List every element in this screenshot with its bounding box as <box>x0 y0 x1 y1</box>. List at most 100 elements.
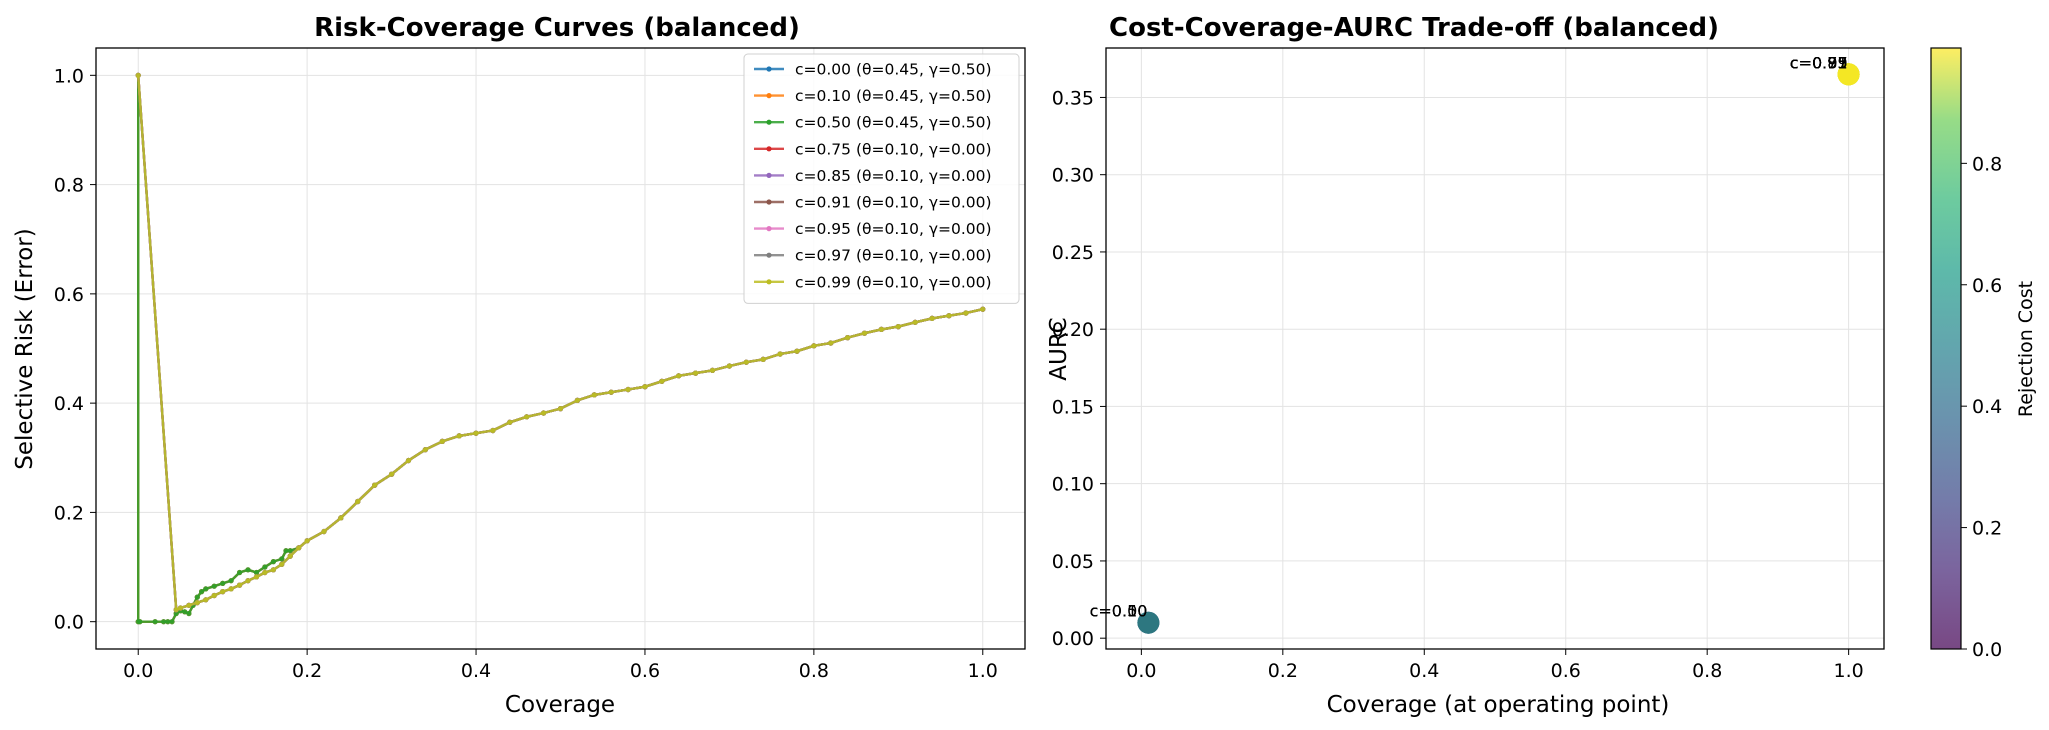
colorbar-tick-label: 0.2 <box>1972 518 2002 540</box>
series-marker <box>228 578 234 584</box>
series-marker <box>220 580 226 587</box>
series-marker <box>177 605 184 611</box>
series-marker <box>194 594 200 600</box>
series-marker <box>296 545 302 551</box>
colorbar-gradient <box>1930 47 1962 650</box>
series-marker <box>743 359 749 365</box>
legend-entry: c=0.85 (θ=0.10, γ=0.00) <box>795 167 992 185</box>
series-marker <box>152 619 158 625</box>
legend-marker <box>766 252 772 258</box>
legend-marker <box>766 279 772 285</box>
series-marker <box>794 348 800 354</box>
left-axes-frame <box>95 47 1026 650</box>
series-marker <box>203 586 209 592</box>
series-marker <box>182 609 188 615</box>
series-marker <box>473 430 479 436</box>
right-x-tick-label: 0.6 <box>1551 660 1581 682</box>
left-x-tick-label: 0.6 <box>630 660 660 682</box>
left-x-tick-label: 0.4 <box>461 660 491 682</box>
right-ticks: 0.0 0.2 0.4 0.6 0.8 1.0 0.00 0.05 0.10 0.15 0.20 0.… <box>1052 87 1864 682</box>
series-marker <box>929 315 935 321</box>
series-marker <box>262 569 268 576</box>
series-marker <box>283 548 289 554</box>
left-series-lines <box>135 72 986 625</box>
series-marker <box>355 498 361 505</box>
series-marker <box>321 528 327 535</box>
legend-entry: c=0.95 (θ=0.10, γ=0.00) <box>795 220 992 238</box>
series-marker <box>237 569 243 576</box>
legend-marker <box>766 172 772 178</box>
right-x-tick-label: 0.8 <box>1692 660 1722 682</box>
legend-marker <box>766 199 772 205</box>
point-annotation: c=0.50 <box>1090 602 1148 621</box>
series-marker <box>980 306 986 312</box>
legend-marker <box>766 226 772 232</box>
left-y-tick-label: 1.0 <box>54 65 84 87</box>
left-x-tick-label: 0.2 <box>292 660 322 682</box>
series-marker <box>709 367 716 373</box>
series-marker <box>963 310 969 316</box>
right-grid <box>1106 48 1884 649</box>
right-y-tick-label: 0.10 <box>1052 474 1094 496</box>
legend-box <box>743 53 1020 304</box>
legend-entry: c=0.50 (θ=0.45, γ=0.50) <box>795 114 992 132</box>
series-marker <box>557 406 564 412</box>
series-marker <box>245 578 251 584</box>
point-annotation: c=0.91 <box>1790 53 1848 72</box>
left-y-tick-label: 0.4 <box>54 393 84 415</box>
series-marker <box>194 600 200 606</box>
series-marker <box>237 582 243 588</box>
series-marker <box>912 319 918 325</box>
left-y-tick-label: 0.6 <box>54 284 84 306</box>
scatter-point <box>1837 63 1860 86</box>
series-marker <box>279 561 285 567</box>
series-marker <box>161 619 167 625</box>
series-marker <box>173 610 179 617</box>
scatter-point <box>1137 611 1160 634</box>
point-annotation: c=0.99 <box>1790 53 1848 72</box>
series-marker <box>165 619 171 625</box>
series-marker <box>422 447 428 453</box>
right-scatter-points: c=0.00c=0.10c=0.50 c=0.75c=0.85c=0.91c=0.… <box>1090 53 1860 634</box>
colorbar-tick-label: 0.6 <box>1972 275 2002 297</box>
point-annotation: c=0.00 <box>1090 602 1148 621</box>
series-marker <box>524 414 530 420</box>
right-x-tick-label: 1.0 <box>1834 660 1864 682</box>
series-line <box>137 75 984 611</box>
series-marker <box>270 567 276 573</box>
left-x-tick-label: 0.0 <box>123 660 153 682</box>
legend-marker <box>766 119 772 125</box>
left-y-tick-label: 0.2 <box>54 502 84 524</box>
right-x-tick-label: 0.2 <box>1268 660 1298 682</box>
point-annotation: c=0.95 <box>1790 53 1848 72</box>
series-marker <box>245 567 251 573</box>
series-marker <box>777 351 783 357</box>
series-8 <box>135 72 986 613</box>
left-chart-title: Risk-Coverage Curves (balanced) <box>314 13 800 43</box>
point-annotation: c=0.75 <box>1790 53 1848 72</box>
series-marker <box>262 564 268 570</box>
series-marker <box>186 610 192 617</box>
series-marker <box>861 330 868 336</box>
series-marker <box>608 389 614 395</box>
series-marker <box>676 373 682 379</box>
colorbar-label: Rejection Cost <box>2015 281 2037 417</box>
right-y-tick-label: 0.30 <box>1052 165 1094 187</box>
right-x-axis-label: Coverage (at operating point) <box>1327 692 1670 718</box>
series-marker <box>878 326 885 332</box>
series-marker <box>270 559 276 565</box>
legend-entry: c=0.10 (θ=0.45, γ=0.50) <box>795 87 992 105</box>
series-marker <box>946 313 952 319</box>
series-marker <box>439 438 445 444</box>
left-y-tick-label: 0.8 <box>54 175 84 197</box>
right-y-tick-label: 0.20 <box>1052 319 1094 341</box>
point-annotation: c=0.10 <box>1090 602 1148 621</box>
series-marker <box>760 356 766 362</box>
series-marker <box>642 384 648 390</box>
series-marker <box>507 419 513 425</box>
legend-marker <box>766 93 772 99</box>
series-marker <box>169 619 175 625</box>
series-marker <box>173 607 179 613</box>
colorbar-tick-label: 0.4 <box>1972 396 2002 418</box>
